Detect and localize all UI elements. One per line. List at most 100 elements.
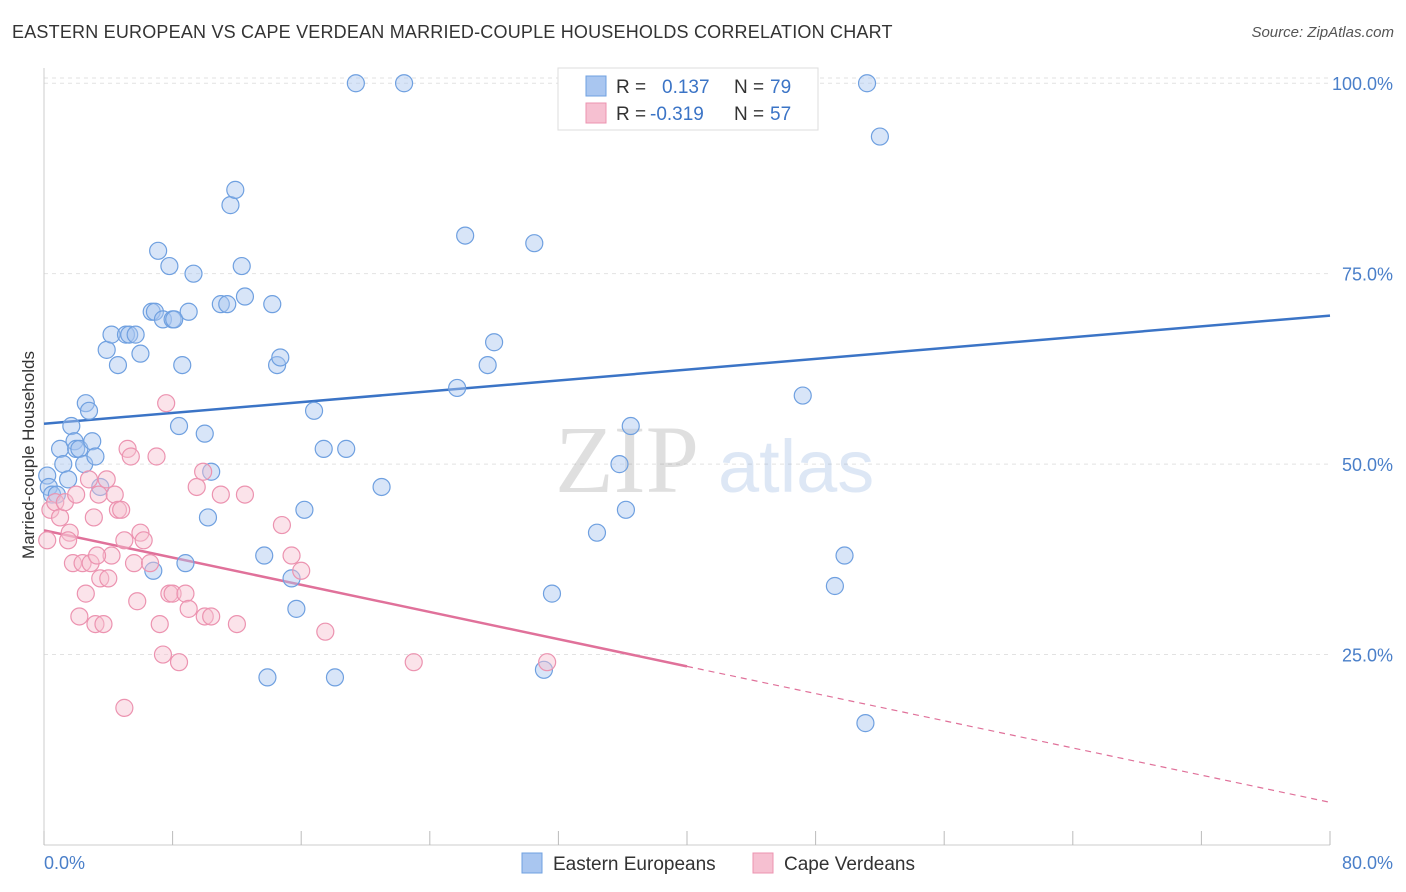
series-legend: Eastern Europeans Cape Verdeans bbox=[521, 852, 915, 875]
y-axis-label: Married-couple Households bbox=[19, 351, 38, 559]
legend-r-label-2: R = bbox=[616, 104, 646, 125]
cape-verdean-point-7 bbox=[67, 485, 86, 504]
eastern-european-point-18 bbox=[102, 325, 121, 344]
watermark-atlas: atlas bbox=[718, 425, 874, 508]
eastern-european-point-22 bbox=[126, 325, 145, 344]
cape-verdean-point-46 bbox=[227, 614, 246, 634]
cape-verdean-point-40 bbox=[179, 599, 198, 618]
eastern-european-point-4 bbox=[50, 439, 70, 458]
eastern-european-point-58 bbox=[485, 333, 504, 352]
eastern-european-point-19 bbox=[108, 355, 128, 375]
eastern-european-point-43 bbox=[255, 546, 274, 565]
cape-verdean-point-43 bbox=[195, 607, 214, 626]
trend-line-1-dashed bbox=[686, 665, 1331, 803]
eastern-european-point-31 bbox=[169, 416, 189, 436]
cape-verdean-point-42 bbox=[194, 462, 213, 481]
cape-verdean-point-27 bbox=[124, 554, 144, 573]
cape-verdean-point-54 bbox=[115, 698, 134, 717]
grid-lines bbox=[44, 77, 1330, 656]
trend-lines bbox=[43, 314, 1331, 803]
cape-verdean-point-20 bbox=[102, 546, 121, 565]
legend-n-value-2: 57 bbox=[770, 104, 791, 125]
chart-title: EASTERN EUROPEAN VS CAPE VERDEAN MARRIED… bbox=[12, 22, 893, 42]
eastern-european-point-46 bbox=[271, 348, 290, 367]
eastern-european-point-47 bbox=[287, 599, 306, 618]
bottom-legend-swatch-pink bbox=[752, 852, 774, 874]
eastern-european-point-38 bbox=[218, 295, 237, 314]
cape-verdean-point-8 bbox=[70, 607, 89, 626]
y-tick-label-0: 25.0% bbox=[1342, 646, 1393, 666]
cape-verdean-point-50 bbox=[292, 561, 311, 580]
cape-verdean-point-21 bbox=[105, 485, 124, 504]
cape-verdean-point-19 bbox=[99, 569, 118, 588]
eastern-european-point-53 bbox=[372, 477, 391, 497]
eastern-european-point-15 bbox=[86, 447, 105, 466]
cape-verdean-point-31 bbox=[140, 554, 160, 573]
eastern-european-point-39 bbox=[221, 196, 240, 215]
eastern-european-point-7 bbox=[62, 416, 81, 436]
cape-verdean-point-11 bbox=[79, 470, 99, 489]
eastern-european-point-21 bbox=[120, 325, 139, 344]
eastern-european-point-64 bbox=[616, 500, 636, 519]
cape-verdean-point-30 bbox=[134, 531, 153, 550]
eastern-european-point-40 bbox=[226, 180, 245, 199]
eastern-european-point-70 bbox=[856, 714, 875, 733]
x-tick-max: 80.0% bbox=[1342, 853, 1393, 873]
legend-n-label-2: N = bbox=[734, 104, 764, 125]
eastern-european-point-14 bbox=[83, 432, 102, 451]
eastern-european-point-0 bbox=[38, 466, 57, 485]
eastern-european-point-28 bbox=[160, 256, 179, 276]
cape-verdean-point-15 bbox=[89, 485, 108, 504]
eastern-european-point-78 bbox=[325, 668, 345, 687]
cape-verdean-point-17 bbox=[94, 614, 113, 634]
cape-verdean-point-12 bbox=[81, 554, 100, 573]
eastern-european-point-68 bbox=[825, 576, 844, 596]
eastern-european-point-42 bbox=[235, 287, 255, 306]
eastern-european-point-65 bbox=[621, 416, 640, 436]
cape-verdean-point-39 bbox=[176, 584, 195, 603]
eastern-european-point-41 bbox=[232, 256, 251, 276]
cape-verdean-point-41 bbox=[187, 477, 206, 497]
cape-verdean-point-37 bbox=[163, 584, 182, 603]
y-tick-labels: 25.0% 50.0% 75.0% 100.0% bbox=[1332, 74, 1393, 665]
eastern-european-point-23 bbox=[131, 344, 150, 363]
x-ticks bbox=[43, 831, 1331, 845]
cape-verdean-point-6 bbox=[63, 554, 83, 573]
eastern-european-point-54 bbox=[394, 74, 414, 93]
cape-verdean-point-56 bbox=[87, 546, 107, 565]
cape-verdean-point-38 bbox=[169, 653, 189, 672]
eastern-european-point-63 bbox=[610, 455, 629, 474]
eastern-european-point-35 bbox=[195, 424, 214, 443]
eastern-european-point-5 bbox=[54, 455, 73, 474]
eastern-european-point-62 bbox=[587, 523, 607, 542]
cape-verdean-point-48 bbox=[272, 515, 292, 535]
eastern-european-point-44 bbox=[263, 295, 282, 314]
cape-verdean-point-35 bbox=[157, 394, 176, 413]
cape-verdean-point-0 bbox=[38, 531, 57, 550]
eastern-european-point-13 bbox=[79, 401, 99, 420]
eastern-european-point-59 bbox=[525, 234, 544, 253]
eastern-european-point-17 bbox=[97, 340, 116, 359]
eastern-european-point-50 bbox=[314, 439, 333, 458]
eastern-european-point-6 bbox=[59, 470, 78, 489]
cape-verdean-point-44 bbox=[202, 607, 221, 626]
eastern-european-point-55 bbox=[448, 378, 467, 398]
legend-r-value-1: 0.137 bbox=[662, 77, 710, 98]
eastern-european-point-57 bbox=[478, 355, 497, 375]
cape-verdean-point-33 bbox=[150, 614, 169, 634]
cape-verdean-point-32 bbox=[147, 447, 166, 466]
legend-swatch-blue bbox=[585, 75, 607, 97]
cape-verdean-point-45 bbox=[211, 485, 230, 504]
cape-verdean-point-53 bbox=[538, 653, 557, 672]
y-tick-label-3: 100.0% bbox=[1332, 74, 1393, 94]
cape-verdean-point-49 bbox=[282, 546, 301, 565]
bottom-legend-swatch-blue bbox=[521, 852, 543, 874]
eastern-european-point-48 bbox=[295, 500, 314, 519]
legend-n-value-1: 79 bbox=[770, 77, 791, 98]
bottom-legend-label-2: Cape Verdeans bbox=[784, 854, 915, 875]
legend-r-label-1: R = bbox=[616, 77, 646, 98]
eastern-european-point-76 bbox=[258, 668, 277, 687]
cape-verdean-point-10 bbox=[76, 584, 95, 603]
cape-verdean-point-13 bbox=[84, 508, 103, 527]
cape-verdean-point-26 bbox=[121, 447, 140, 466]
